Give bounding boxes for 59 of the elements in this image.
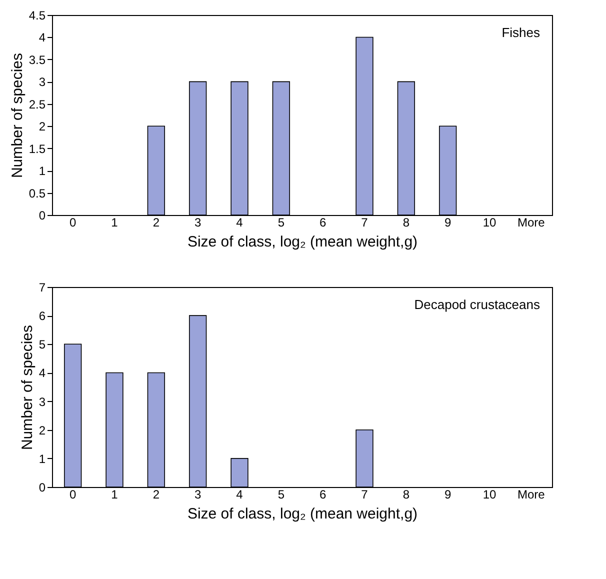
bar [188, 315, 207, 488]
bar [188, 81, 207, 216]
bar [397, 81, 416, 216]
bar [230, 458, 248, 488]
bar [356, 36, 374, 216]
x-tick-label: More [517, 216, 546, 230]
x-tick-label: 0 [69, 488, 76, 502]
x-tick-label: 7 [361, 216, 368, 230]
x-tick-label: 1 [111, 216, 118, 230]
y-tick-label: 3 [38, 394, 46, 409]
y-axis-title: Number of species [18, 324, 36, 450]
y-tick-label: 3 [38, 75, 46, 90]
y-tick-label: 7 [38, 280, 46, 294]
y-tick-label: 2.5 [28, 97, 46, 112]
x-tick-label: 2 [152, 216, 160, 230]
x-tick-label: 3 [194, 488, 202, 502]
x-tick-label: 8 [402, 488, 410, 502]
x-tick-label: 4 [236, 488, 244, 502]
x-tick-label: 0 [69, 216, 76, 230]
x-tick-label: 4 [236, 216, 244, 230]
y-tick-label: 4 [38, 30, 46, 45]
y-tick-label: 3.5 [28, 52, 46, 67]
x-tick-label: 2 [152, 488, 160, 502]
y-tick-label: 6 [38, 309, 46, 324]
x-tick-label: 8 [402, 216, 410, 230]
y-tick-label: 4.5 [28, 8, 46, 22]
x-tick-label: 3 [194, 216, 202, 230]
y-axis-title: Number of species [8, 52, 26, 178]
y-tick-label: 2 [38, 423, 46, 438]
x-tick-label: 5 [278, 216, 285, 230]
x-tick-label: More [517, 488, 546, 502]
y-tick-label: 1.5 [28, 142, 46, 156]
y-tick-label: 2 [38, 120, 46, 134]
bar [147, 126, 166, 216]
x-tick-label: 5 [278, 488, 285, 502]
y-tick-label: 1 [38, 452, 46, 466]
y-tick-label: 1 [38, 164, 46, 178]
x-tick-label: 7 [361, 488, 368, 502]
y-tick-label: 0.5 [28, 186, 46, 200]
y-tick-label: 5 [38, 338, 46, 352]
bar [272, 81, 290, 216]
x-axis-title: Size of class, log₂ (mean weight,g) [187, 234, 418, 250]
x-tick-label: 1 [111, 488, 118, 502]
x-axis-title: Size of class, log₂ (mean weight,g) [187, 506, 418, 522]
bar [64, 344, 82, 488]
bar [147, 372, 166, 488]
y-tick-label: 4 [38, 366, 46, 380]
x-tick-label: 6 [319, 216, 326, 230]
x-tick-label: 10 [482, 488, 496, 502]
x-tick-label: 6 [319, 488, 326, 502]
bar [356, 429, 374, 488]
bar [438, 126, 457, 216]
bar [230, 81, 248, 216]
x-tick-label: 9 [444, 488, 452, 502]
x-tick-label: 10 [482, 216, 496, 230]
annotation: Fishes [502, 25, 540, 40]
bar [106, 372, 124, 488]
x-tick-label: 9 [444, 216, 452, 230]
annotation: Decapod crustaceans [414, 297, 540, 312]
